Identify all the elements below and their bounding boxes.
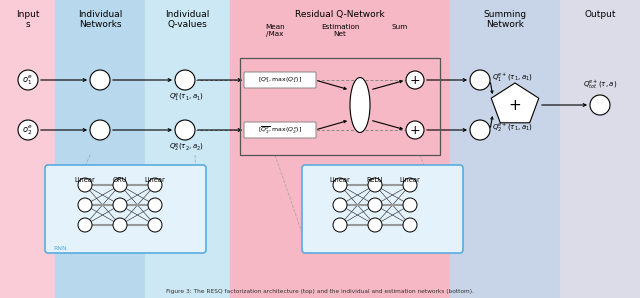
Circle shape — [90, 70, 110, 90]
Text: Output: Output — [584, 10, 616, 19]
Circle shape — [78, 198, 92, 212]
Text: GRU: GRU — [113, 177, 127, 183]
FancyBboxPatch shape — [45, 165, 206, 253]
Text: Linear: Linear — [399, 177, 420, 183]
Circle shape — [148, 198, 162, 212]
Circle shape — [368, 178, 382, 192]
FancyBboxPatch shape — [244, 72, 316, 88]
Circle shape — [148, 218, 162, 232]
FancyBboxPatch shape — [302, 165, 463, 253]
Circle shape — [18, 70, 38, 90]
Text: ReLU: ReLU — [367, 177, 383, 183]
Circle shape — [78, 218, 92, 232]
Text: Sum: Sum — [392, 24, 408, 30]
Circle shape — [18, 120, 38, 140]
Text: $Q_1^{e+}(\tau_1, a_1)$: $Q_1^{e+}(\tau_1, a_1)$ — [492, 72, 533, 84]
Circle shape — [113, 218, 127, 232]
FancyBboxPatch shape — [244, 122, 316, 138]
Bar — [560, 0, 640, 298]
Text: $o_2^e$: $o_2^e$ — [22, 123, 33, 137]
Text: RNN: RNN — [53, 246, 67, 251]
Circle shape — [470, 70, 490, 90]
Circle shape — [333, 218, 347, 232]
Circle shape — [403, 218, 417, 232]
Circle shape — [333, 198, 347, 212]
Text: Figure 3: The RESQ factorization architecture (top) and the individual and estim: Figure 3: The RESQ factorization archite… — [166, 289, 474, 294]
Bar — [230, 0, 450, 298]
Text: +: + — [410, 123, 420, 136]
Text: Summing
Network: Summing Network — [483, 10, 527, 30]
Text: $o_1^e$: $o_1^e$ — [22, 73, 33, 87]
Text: Mean
/Max: Mean /Max — [265, 24, 285, 37]
Text: Linear: Linear — [330, 177, 350, 183]
Circle shape — [368, 218, 382, 232]
Text: Individual
Q-values: Individual Q-values — [165, 10, 210, 30]
Circle shape — [406, 71, 424, 89]
Circle shape — [113, 178, 127, 192]
Circle shape — [403, 198, 417, 212]
Text: $Q_{tot}^{e+}(\tau,a)$: $Q_{tot}^{e+}(\tau,a)$ — [583, 78, 617, 91]
Bar — [0, 0, 55, 298]
Text: Residual Q-Network: Residual Q-Network — [295, 10, 385, 19]
Bar — [145, 0, 230, 298]
Circle shape — [148, 178, 162, 192]
Circle shape — [590, 95, 610, 115]
Text: Linear: Linear — [75, 177, 95, 183]
Circle shape — [470, 120, 490, 140]
Text: Input
s: Input s — [16, 10, 39, 30]
Circle shape — [175, 70, 195, 90]
Text: $[\overline{Q_2^e}, \max(Q_2^e)]$: $[\overline{Q_2^e}, \max(Q_2^e)]$ — [258, 124, 302, 136]
Circle shape — [90, 120, 110, 140]
Text: $Q_2^{e+}(\tau_1, a_1)$: $Q_2^{e+}(\tau_1, a_1)$ — [492, 122, 533, 134]
Text: +: + — [410, 74, 420, 86]
Text: $[Q_1^e, \max(Q_1^e)]$: $[Q_1^e, \max(Q_1^e)]$ — [258, 75, 302, 85]
Text: Linear: Linear — [145, 177, 165, 183]
Circle shape — [78, 178, 92, 192]
Circle shape — [406, 121, 424, 139]
Bar — [55, 0, 145, 298]
Circle shape — [333, 178, 347, 192]
Bar — [240, 58, 440, 155]
Bar — [450, 0, 560, 298]
Circle shape — [368, 198, 382, 212]
Text: Individual
Networks: Individual Networks — [78, 10, 122, 30]
Polygon shape — [492, 83, 539, 123]
Text: $Q_1^e(\tau_1, a_1)$: $Q_1^e(\tau_1, a_1)$ — [168, 92, 204, 104]
Ellipse shape — [350, 77, 370, 133]
Text: +: + — [509, 97, 522, 113]
Text: Estimation
Net: Estimation Net — [321, 24, 359, 37]
Text: $Q_2^e(\tau_2, a_2)$: $Q_2^e(\tau_2, a_2)$ — [168, 142, 204, 154]
Circle shape — [175, 120, 195, 140]
Circle shape — [403, 178, 417, 192]
Circle shape — [113, 198, 127, 212]
